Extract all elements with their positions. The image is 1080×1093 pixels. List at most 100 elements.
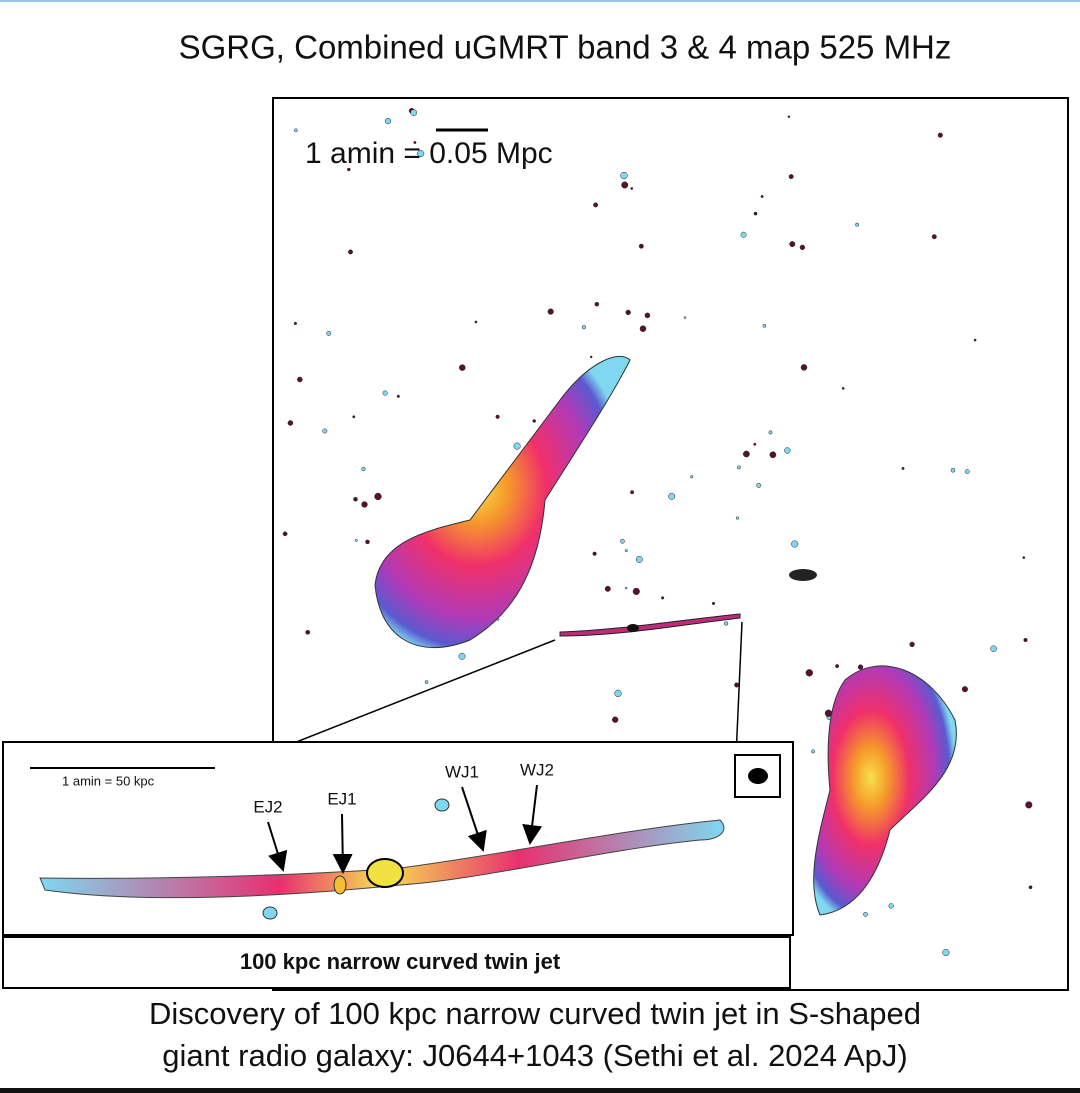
point-source: [635, 555, 643, 563]
inset-labels: EJ2 EJ1 WJ1 WJ2: [253, 760, 554, 874]
point-source: [294, 128, 298, 133]
point-source: [354, 539, 358, 542]
point-source: [624, 586, 628, 590]
point-source: [835, 664, 840, 669]
point-source: [736, 465, 741, 470]
point-source: [973, 338, 977, 342]
point-source: [942, 948, 950, 957]
point-source: [743, 450, 750, 458]
point-source: [620, 171, 628, 180]
point-source: [769, 451, 777, 459]
point-source: [950, 468, 956, 473]
point-source: [348, 249, 353, 255]
point-source: [361, 466, 366, 471]
point-source: [756, 482, 762, 488]
point-source: [638, 243, 644, 249]
point-source: [621, 181, 629, 189]
point-source: [287, 420, 294, 426]
point-source: [711, 601, 716, 605]
point-source: [322, 428, 328, 434]
point-source: [784, 447, 791, 454]
beam: [748, 768, 768, 784]
point-source: [753, 211, 758, 216]
point-source: [630, 490, 635, 495]
point-source: [888, 903, 894, 909]
point-source: [753, 442, 757, 446]
point-source: [734, 682, 740, 688]
point-source: [589, 355, 593, 359]
point-source: [1028, 885, 1033, 890]
point-source: [413, 141, 417, 144]
point-source: [760, 195, 764, 198]
label-arrow: [332, 813, 353, 874]
point-source: [799, 244, 806, 251]
point-source: [547, 308, 554, 315]
point-source: [305, 629, 311, 635]
point-source: [293, 321, 297, 325]
inset-source: [434, 798, 450, 812]
point-source: [762, 323, 767, 328]
point-source: [513, 442, 521, 450]
jet-label: EJ1: [327, 789, 356, 808]
point-source: [396, 394, 400, 398]
point-source: [365, 539, 370, 545]
point-source: [352, 415, 356, 419]
point-source: [417, 150, 425, 158]
point-source: [990, 645, 997, 652]
point-source: [855, 222, 860, 227]
point-source: [612, 716, 619, 723]
point-source: [789, 241, 796, 248]
point-source: [630, 187, 634, 190]
point-source: [768, 430, 773, 435]
point-source: [326, 330, 332, 336]
inset-knot: [333, 875, 347, 895]
point-source: [604, 585, 611, 592]
core: [627, 624, 639, 632]
point-source: [474, 320, 478, 324]
south-lobe: [813, 665, 957, 916]
title: SGRG, Combined uGMRT band 3 & 4 map 525 …: [179, 29, 952, 66]
point-source: [901, 467, 905, 470]
point-source: [644, 312, 651, 319]
point-source: [683, 316, 687, 319]
point-source: [384, 117, 392, 125]
point-source: [614, 689, 622, 698]
point-source: [624, 549, 628, 553]
point-source: [282, 531, 288, 537]
point-source: [424, 680, 429, 684]
point-source: [459, 364, 466, 371]
point-source: [723, 621, 729, 626]
inset-source: [262, 906, 278, 920]
point-source: [800, 364, 808, 371]
point-source: [382, 390, 388, 396]
point-source: [788, 174, 794, 180]
caption-line: Discovery of 100 kpc narrow curved twin …: [149, 996, 921, 1031]
point-source: [863, 912, 868, 917]
point-source: [791, 540, 799, 548]
jet-label: WJ1: [445, 762, 479, 781]
point-source: [811, 749, 816, 754]
point-source: [347, 167, 351, 172]
point-source: [374, 492, 382, 501]
point-source: [964, 469, 970, 475]
jet-label: EJ2: [253, 797, 282, 816]
inset-core: [366, 858, 404, 888]
point-source: [668, 492, 676, 500]
jet-label: WJ2: [520, 760, 554, 779]
point-source: [931, 234, 937, 240]
point-source: [1023, 637, 1028, 643]
point-source: [961, 686, 968, 693]
point-source: [841, 387, 845, 390]
point-source: [1022, 556, 1026, 559]
point-source: [661, 596, 665, 600]
point-source: [735, 516, 739, 520]
scale-label: 1 amin = 0.05 Mpc: [305, 137, 553, 170]
point-source: [594, 301, 600, 307]
point-source: [592, 551, 597, 556]
point-source: [805, 669, 813, 677]
point-source: [353, 496, 358, 502]
point-source: [857, 664, 864, 670]
point-source: [297, 376, 303, 383]
